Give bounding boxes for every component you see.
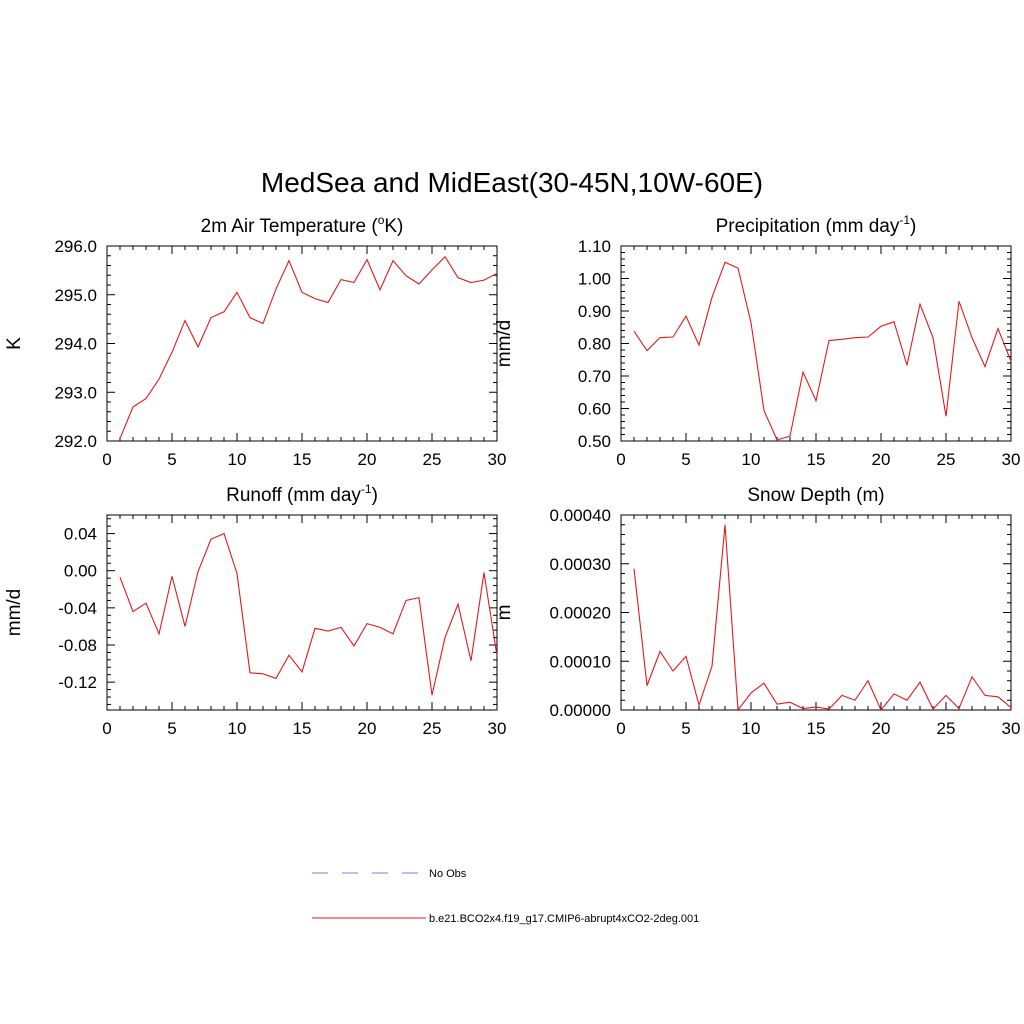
panel-precipitation: 0 5 10 15 20 25 30 0.50 0.60 0.70 0.80 0.90 1.00 1.10… [494,213,1020,469]
y-axis-label: mm/d [494,320,515,368]
panel-title-superscript: o [378,213,385,227]
y-tick-label: 0.00040 [550,506,611,525]
panel-title-text: 2m Air Temperature ( [201,216,379,237]
y-tick-label: -0.12 [58,673,97,692]
x-tick-label: 5 [167,719,176,738]
plot-frame [106,514,498,711]
x-tick-label: 20 [358,719,377,738]
y-tick-label: 0.00 [64,562,97,581]
legend-model-label: b.e21.BCO2x4.f19_g17.CMIP6-abrupt4xCO2-2… [429,913,699,925]
y-tick-label: -0.08 [58,636,97,655]
x-tick-label: 25 [423,450,442,469]
x-tick-label: 5 [167,450,176,469]
panel-title-end: ) [372,485,378,506]
x-tick-label: 25 [937,719,956,738]
plot-frame [620,514,1012,711]
x-tick-label: 15 [807,719,826,738]
y-tick-label: 1.00 [578,270,611,289]
x-tick-label: 20 [358,450,377,469]
y-tick-label: -0.04 [58,599,97,618]
series-line-precipitation [633,261,1012,441]
y-tick-label: 294.0 [54,335,97,354]
panel-title-end: K) [384,216,403,237]
x-tick-label: 25 [937,450,956,469]
x-tick-label: 0 [102,450,111,469]
y-axis-label: mm/d [4,589,25,637]
x-tick-label: 15 [807,450,826,469]
panel-title-superscript: -1 [361,482,372,496]
series-line-runoff [119,532,498,696]
plot-frame [106,245,498,442]
panel-title: Snow Depth (m) [747,485,884,506]
x-tick-label: 15 [293,719,312,738]
y-tick-label: 295.0 [54,286,97,305]
x-tick-label: 25 [423,719,442,738]
panels-group: 0 5 10 15 20 25 30 292.0 293.0 294.0 295.0 296.0 2m … [4,213,1020,738]
y-tick-label: 0.80 [578,335,611,354]
legend: No Obs b.e21.BCO2x4.f19_g17.CMIP6-abrupt4… [312,868,699,925]
x-tick-label: 5 [681,450,690,469]
x-tick-label: 15 [293,450,312,469]
y-tick-label: 0.00030 [550,555,611,574]
plot-frame [620,245,1012,442]
y-tick-label: 293.0 [54,383,97,402]
panel-temperature: 0 5 10 15 20 25 30 292.0 293.0 294.0 295.0 296.0 2m … [4,213,506,469]
y-tick-label: 0.04 [64,525,97,544]
panel-title: Precipitation (mm day-1) [716,213,917,237]
y-tick-label: 292.0 [54,432,97,451]
y-axis-label: K [4,337,25,350]
panel-title-superscript: -1 [899,213,910,227]
x-tick-label: 0 [616,719,625,738]
x-tick-label: 20 [872,450,891,469]
panel-title: Runoff (mm day-1) [226,482,378,506]
y-axis-label: m [494,605,515,621]
panel-title-end: ) [910,216,916,237]
series-line-temperature [119,255,498,439]
y-tick-label: 296.0 [54,237,97,256]
y-tick-label: 0.00020 [550,604,611,623]
panel-snow-depth: 0 5 10 15 20 25 30 0.00000 0.00010 0.00020 0.00030… [494,485,1020,738]
y-tick-label: 0.00000 [550,701,611,720]
x-tick-label: 10 [228,719,247,738]
legend-obs-label: No Obs [429,868,467,880]
y-tick-label: 0.00010 [550,652,611,671]
x-tick-label: 5 [681,719,690,738]
y-tick-label: 0.60 [578,400,611,419]
x-tick-label: 30 [488,719,507,738]
x-tick-label: 30 [1002,719,1021,738]
x-tick-label: 0 [102,719,111,738]
panel-runoff: 0 5 10 15 20 25 30 -0.12 -0.08 -0.04 0.00 0.04 Runof… [4,482,506,738]
y-tick-label: 0.50 [578,432,611,451]
panel-title: 2m Air Temperature (oK) [201,213,404,237]
y-tick-label: 1.10 [578,237,611,256]
x-tick-label: 10 [742,450,761,469]
panel-title-text: Precipitation (mm day [716,216,900,237]
panel-title-text: Runoff (mm day [226,485,361,506]
x-tick-label: 30 [488,450,507,469]
panel-title-text: Snow Depth (m) [747,485,884,506]
x-tick-label: 0 [616,450,625,469]
x-tick-label: 20 [872,719,891,738]
series-line-snow-depth [633,524,1012,712]
y-tick-label: 0.90 [578,302,611,321]
figure-title: MedSea and MidEast(30-45N,10W-60E) [261,167,763,198]
y-tick-label: 0.70 [578,367,611,386]
x-tick-label: 10 [228,450,247,469]
x-tick-label: 30 [1002,450,1021,469]
x-tick-label: 10 [742,719,761,738]
